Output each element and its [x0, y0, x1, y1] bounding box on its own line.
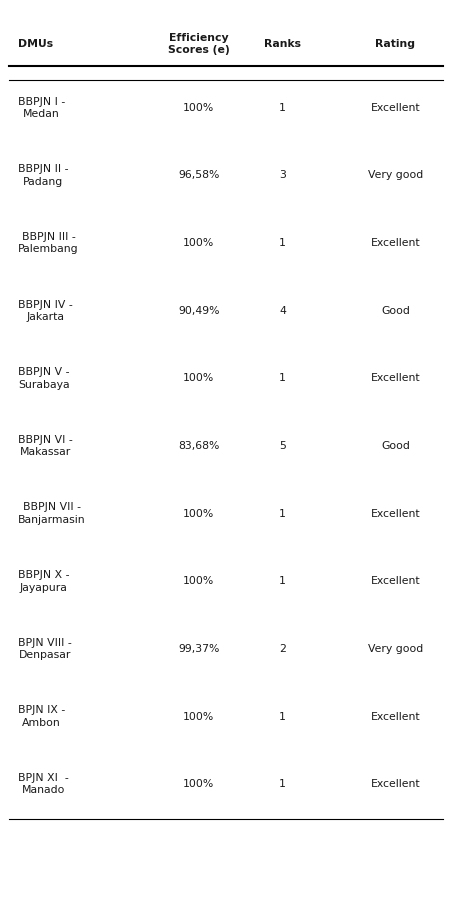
Text: 1: 1: [278, 509, 285, 518]
Text: 3: 3: [278, 171, 285, 180]
Text: BBPJN I -
Medan: BBPJN I - Medan: [18, 97, 65, 119]
Text: BBPJN III -
Palembang: BBPJN III - Palembang: [18, 232, 78, 254]
Text: 100%: 100%: [183, 509, 214, 518]
Text: 100%: 100%: [183, 577, 214, 586]
Text: Excellent: Excellent: [370, 374, 419, 383]
Text: Efficiency
Scores (e): Efficiency Scores (e): [168, 33, 229, 55]
Text: BPJN IX -
Ambon: BPJN IX - Ambon: [18, 706, 65, 728]
Text: Very good: Very good: [367, 644, 422, 654]
Text: BBPJN II -
Padang: BBPJN II - Padang: [18, 165, 69, 186]
Text: 99,37%: 99,37%: [178, 644, 219, 654]
Text: Excellent: Excellent: [370, 712, 419, 721]
Text: 1: 1: [278, 374, 285, 383]
Text: Excellent: Excellent: [370, 239, 419, 248]
Text: BBPJN VI -
Makassar: BBPJN VI - Makassar: [18, 435, 73, 457]
Text: Very good: Very good: [367, 171, 422, 180]
Text: DMUs: DMUs: [18, 39, 53, 48]
Text: 100%: 100%: [183, 712, 214, 721]
Text: Rating: Rating: [375, 39, 414, 48]
Text: 1: 1: [278, 712, 285, 721]
Text: BBPJN IV -
Jakarta: BBPJN IV - Jakarta: [18, 300, 73, 322]
Text: 1: 1: [278, 780, 285, 789]
Text: 83,68%: 83,68%: [178, 441, 219, 451]
Text: 2: 2: [278, 644, 285, 654]
Text: 100%: 100%: [183, 780, 214, 789]
Text: 100%: 100%: [183, 103, 214, 112]
Text: BPJN VIII -
Denpasar: BPJN VIII - Denpasar: [18, 638, 72, 660]
Text: 5: 5: [278, 441, 285, 451]
Text: 100%: 100%: [183, 374, 214, 383]
Text: 96,58%: 96,58%: [178, 171, 219, 180]
Text: 1: 1: [278, 239, 285, 248]
Text: Excellent: Excellent: [370, 509, 419, 518]
Text: Ranks: Ranks: [263, 39, 300, 48]
Text: Excellent: Excellent: [370, 780, 419, 789]
Text: 1: 1: [278, 103, 285, 112]
Text: Excellent: Excellent: [370, 577, 419, 586]
Text: 4: 4: [278, 306, 285, 315]
Text: BPJN XI  -
Manado: BPJN XI - Manado: [18, 773, 69, 795]
Text: BBPJN V -
Surabaya: BBPJN V - Surabaya: [18, 367, 69, 389]
Text: 90,49%: 90,49%: [178, 306, 219, 315]
Text: 1: 1: [278, 577, 285, 586]
Text: Excellent: Excellent: [370, 103, 419, 112]
Text: 100%: 100%: [183, 239, 214, 248]
Text: Good: Good: [380, 306, 409, 315]
Text: BBPJN VII -
Banjarmasin: BBPJN VII - Banjarmasin: [18, 503, 86, 525]
Text: BBPJN X -
Jayapura: BBPJN X - Jayapura: [18, 570, 69, 592]
Text: Good: Good: [380, 441, 409, 451]
